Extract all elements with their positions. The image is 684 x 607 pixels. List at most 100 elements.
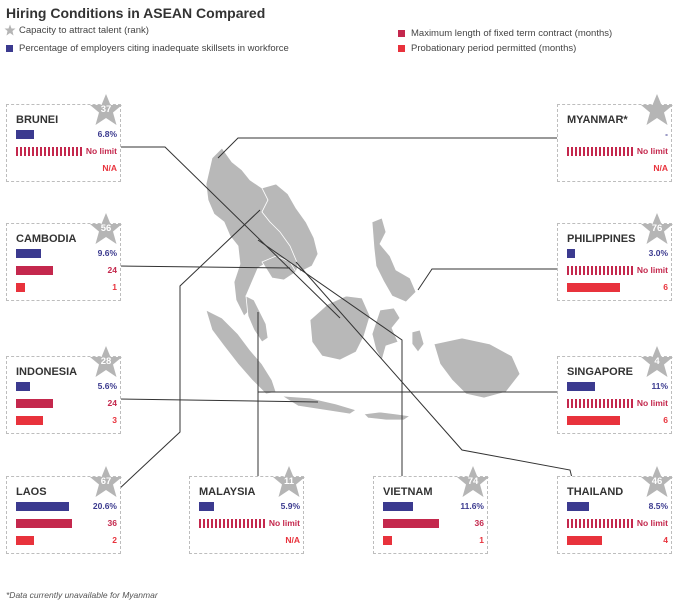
skills-bar — [383, 502, 413, 511]
contract-no-limit-bar — [16, 147, 84, 156]
contract-bar — [16, 266, 53, 275]
probation-bar — [383, 536, 392, 545]
skills-bar — [16, 130, 34, 139]
country-name: BRUNEI — [16, 114, 59, 126]
rank-star-icon — [640, 93, 674, 127]
rank-label: 28 — [100, 356, 112, 367]
map-new-guinea — [433, 337, 521, 399]
rank-star-icon: 4 — [640, 345, 674, 379]
contract-value-label: No limit — [636, 398, 668, 408]
country-name: MYANMAR* — [567, 114, 628, 126]
contract-row: No limit — [567, 398, 668, 409]
map-maluku — [411, 329, 425, 353]
probation-bar — [567, 283, 620, 292]
contract-value-label: 24 — [107, 398, 117, 408]
country-name: INDONESIA — [16, 366, 78, 378]
connector-thailand — [295, 261, 573, 479]
probation-bar — [16, 536, 34, 545]
contract-no-limit-bar — [199, 519, 267, 528]
probation-row: N/A — [567, 163, 668, 174]
skills-bar — [567, 382, 595, 391]
probation-bar — [567, 536, 602, 545]
probation-value-label: N/A — [102, 163, 117, 173]
legend-swatch-contract — [398, 30, 405, 37]
country-card-malaysia: MALAYSIA 11 5.9% No limit N/A — [189, 466, 305, 554]
rank-label: 76 — [651, 223, 663, 234]
legend-swatch-probation — [398, 45, 405, 52]
skills-row: 8.5% — [567, 501, 668, 512]
connector-lines — [117, 137, 573, 491]
contract-row: No limit — [16, 146, 117, 157]
probation-row: 4 — [567, 535, 668, 546]
skills-row: 5.6% — [16, 381, 117, 392]
probation-row: N/A — [199, 535, 300, 546]
skills-value-label: 11.6% — [460, 501, 484, 511]
skills-row: 6.8% — [16, 129, 117, 140]
rank-star-icon: 67 — [89, 465, 123, 499]
chart-title: Hiring Conditions in ASEAN Compared — [6, 5, 266, 21]
contract-no-limit-bar — [567, 266, 635, 275]
contract-value-label: No limit — [636, 518, 668, 528]
footnote: *Data currently unavailable for Myanmar — [6, 590, 158, 600]
contract-value-label: 36 — [474, 518, 484, 528]
skills-value-label: 8.5% — [648, 501, 668, 511]
legend-star-icon — [4, 24, 16, 36]
country-name: SINGAPORE — [567, 366, 634, 378]
country-name: PHILIPPINES — [567, 233, 636, 245]
probation-bar — [16, 416, 43, 425]
legend-label-contract: Maximum length of fixed term contract (m… — [411, 28, 613, 39]
contract-value-label: No limit — [636, 265, 668, 275]
map-sulawesi — [371, 307, 401, 361]
map-malay-peninsula — [245, 295, 269, 343]
rank-star-icon: 28 — [89, 345, 123, 379]
skills-row: 11% — [567, 381, 668, 392]
contract-value-label: 24 — [107, 265, 117, 275]
contract-row: 36 — [16, 518, 117, 529]
country-card-thailand: THAILAND 46 8.5% No limit 4 — [557, 466, 673, 554]
map-borneo — [309, 295, 371, 361]
legend-label-rank: Capacity to attract talent (rank) — [19, 25, 149, 36]
legend-swatch-skills — [6, 45, 13, 52]
contract-row: 24 — [16, 398, 117, 409]
probation-value-label: 6 — [663, 415, 668, 425]
rank-label: 56 — [100, 223, 112, 234]
skills-value-label: 6.8% — [97, 129, 117, 139]
skills-row: 5.9% — [199, 501, 300, 512]
contract-no-limit-bar — [567, 147, 635, 156]
map-lesser-sunda — [363, 411, 412, 421]
probation-value-label: 2 — [112, 535, 117, 545]
map-philippines — [371, 217, 417, 303]
skills-row: 20.6% — [16, 501, 117, 512]
country-name: CAMBODIA — [16, 233, 77, 245]
connector-brunei — [118, 146, 341, 319]
rank-star-icon: 76 — [640, 212, 674, 246]
probation-row: 1 — [16, 282, 117, 293]
probation-row: 2 — [16, 535, 117, 546]
skills-bar — [567, 502, 589, 511]
probation-bar — [16, 283, 25, 292]
contract-row: No limit — [199, 518, 300, 529]
connector-laos — [117, 209, 261, 491]
country-name: MALAYSIA — [199, 486, 256, 498]
country-name: LAOS — [16, 486, 47, 498]
probation-row: 6 — [567, 415, 668, 426]
country-card-myanmar: MYANMAR* - No limit N/A — [557, 94, 673, 182]
probation-value-label: 4 — [663, 535, 668, 545]
rank-label: 67 — [100, 476, 112, 487]
connector-philippines — [417, 268, 557, 291]
skills-value-label: 5.6% — [97, 381, 117, 391]
country-card-cambodia: CAMBODIA 56 9.6% 24 1 — [6, 213, 122, 301]
skills-value-label: 11% — [651, 381, 668, 391]
probation-row: 1 — [383, 535, 484, 546]
skills-row: 9.6% — [16, 248, 117, 259]
connector-cambodia — [117, 265, 291, 269]
rank-label: 74 — [467, 476, 479, 487]
contract-no-limit-bar — [567, 399, 635, 408]
country-card-laos: LAOS 67 20.6% 36 2 — [6, 466, 122, 554]
contract-no-limit-bar — [567, 519, 635, 528]
skills-value-label: - — [665, 129, 668, 139]
country-card-indonesia: INDONESIA 28 5.6% 24 3 — [6, 346, 122, 434]
legend-label-probation: Probationary period permitted (months) — [411, 43, 577, 54]
contract-bar — [16, 399, 53, 408]
rank-label: 37 — [100, 104, 112, 115]
